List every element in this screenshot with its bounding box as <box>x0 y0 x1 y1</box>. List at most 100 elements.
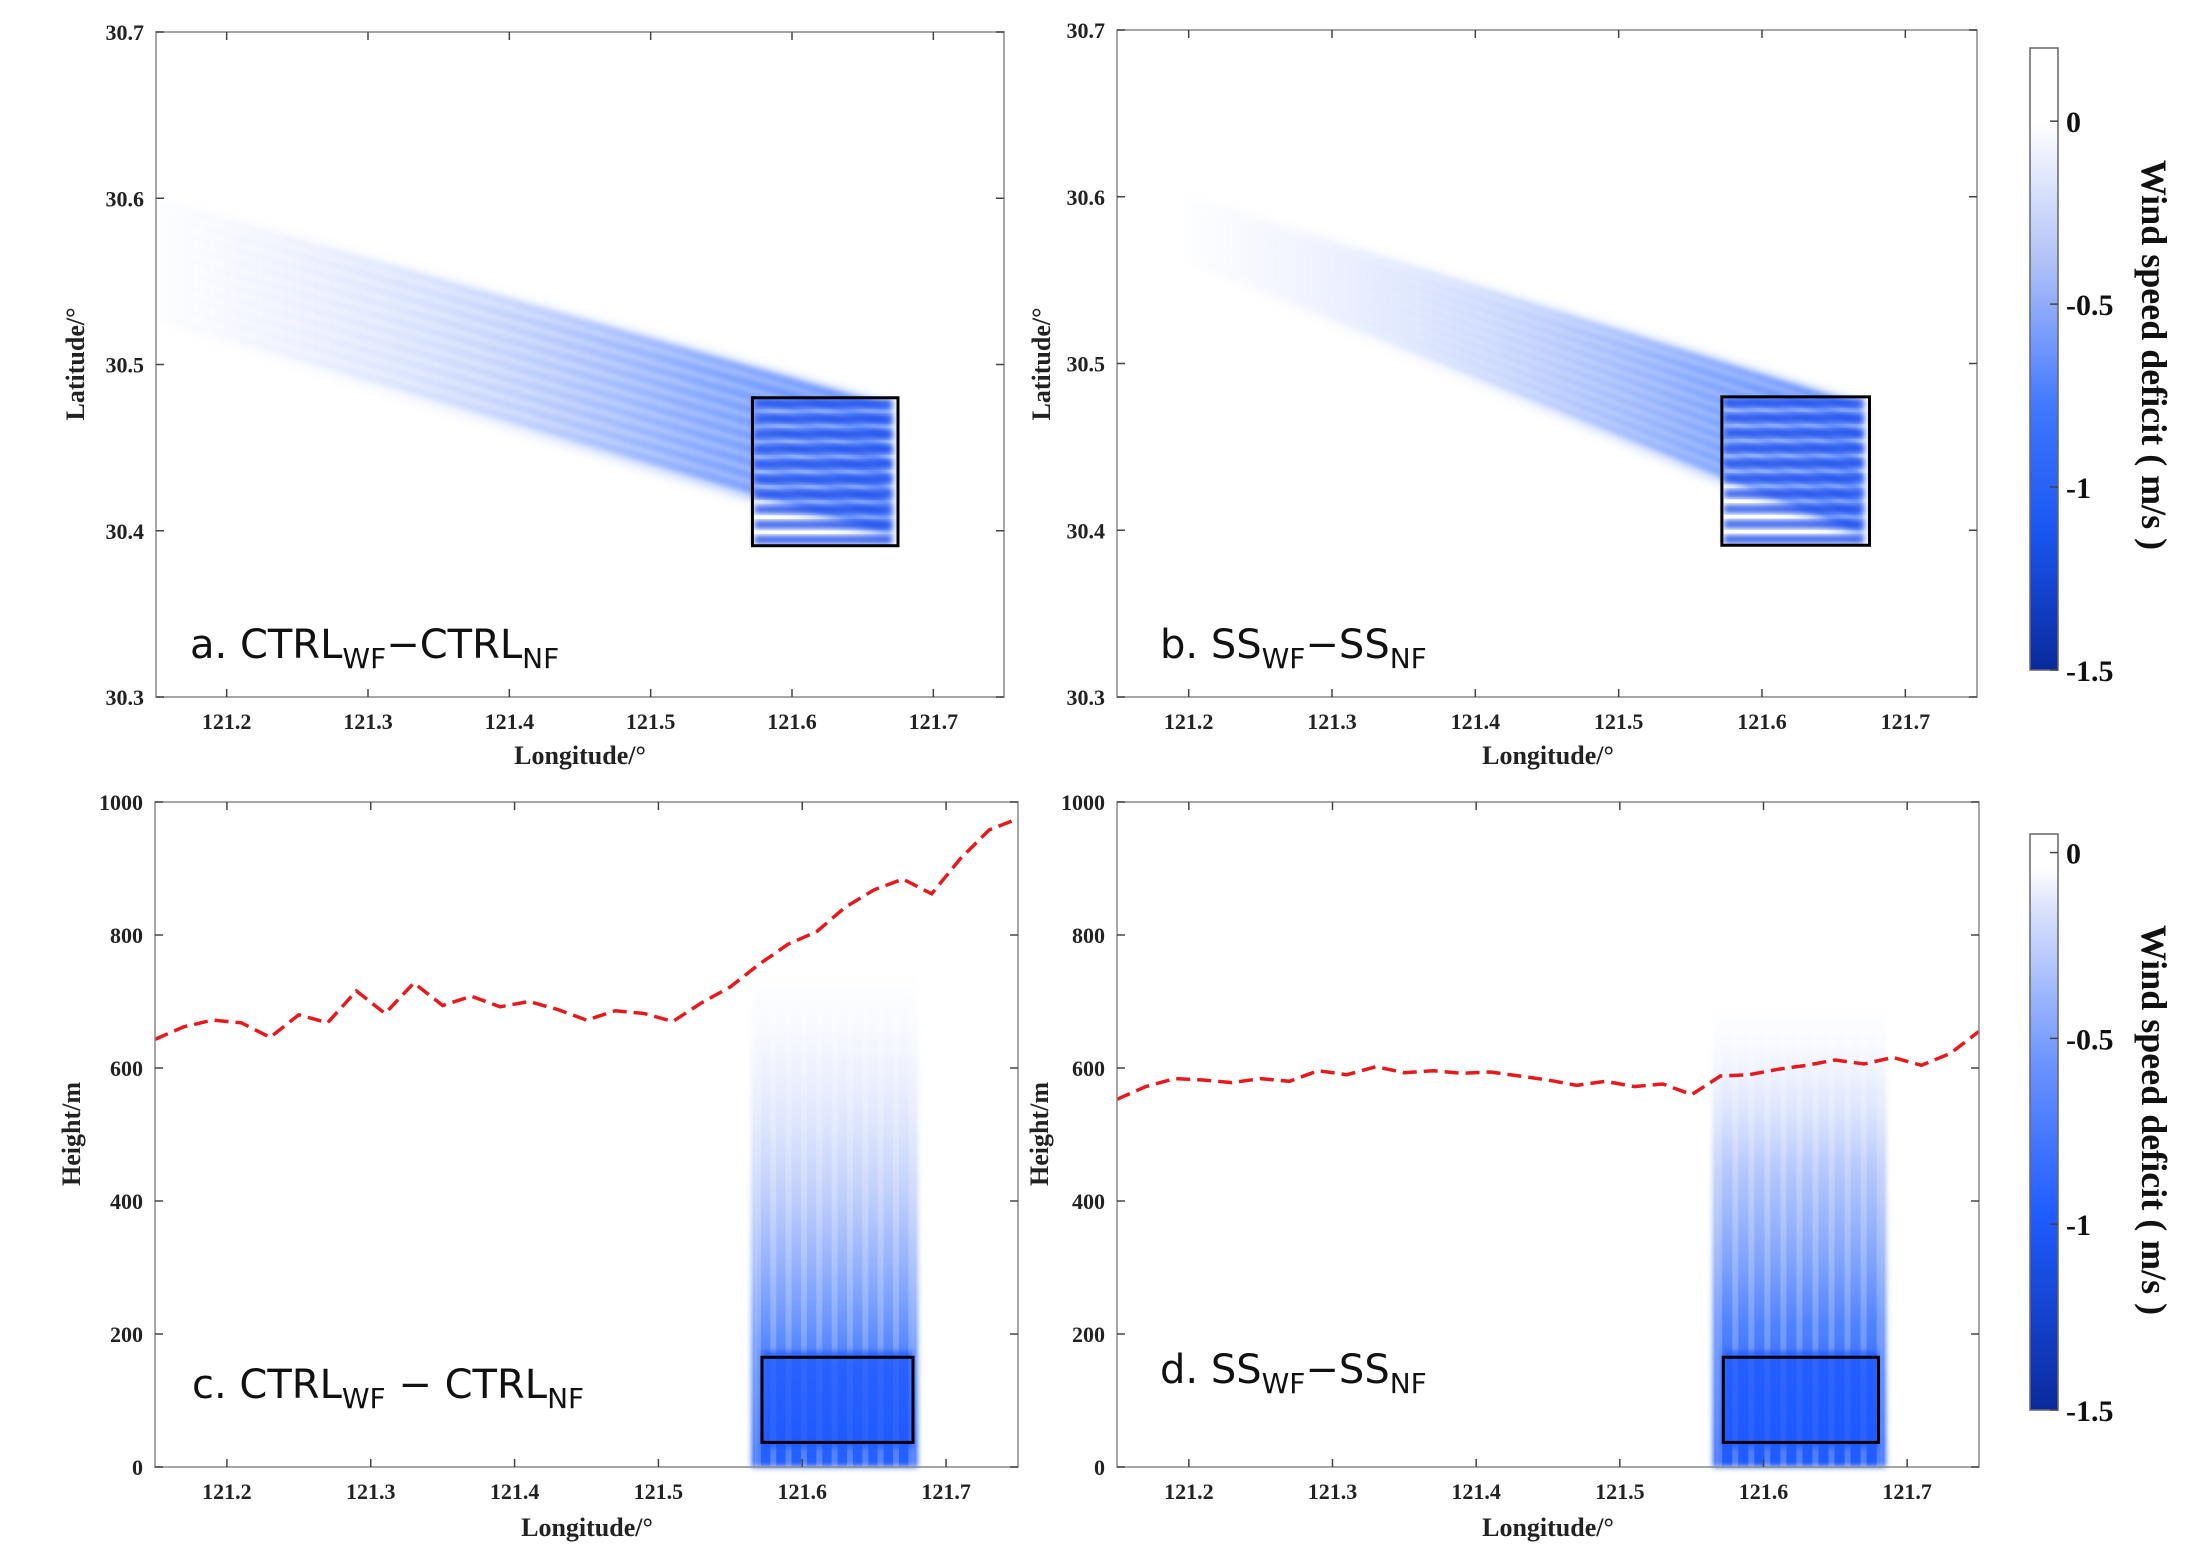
y-tick-label-b: 30.3 <box>1067 685 1106 710</box>
axis-ticks-b: 121.2 121.3 121.4 121.5 121.6 121.7 30.3 30.4 30… <box>1067 18 1977 734</box>
colorbar-tick-label-bottom: -1 <box>2066 1209 2091 1242</box>
colorbar-top-gradient <box>2029 47 2059 671</box>
wake-streak-a <box>156 260 891 481</box>
wake-stripe-c <box>800 981 807 1467</box>
wake-stripe-d <box>1828 1021 1835 1467</box>
wake-streak-b <box>1188 250 1863 520</box>
farm-row-b <box>1723 398 1864 407</box>
panel-label-a: a. CTRLWF−CTRLNF <box>190 622 559 675</box>
plot-frame-c <box>154 801 1019 1468</box>
wake-streak-b <box>1188 223 1863 467</box>
wake-streak-a <box>156 198 891 415</box>
wake-core-d <box>1723 1351 1879 1449</box>
farm-row-b <box>1723 489 1864 498</box>
farm-row-a <box>754 520 892 529</box>
x-tick-label-d: 121.2 <box>1164 1479 1214 1504</box>
farm-row-b <box>1723 414 1864 423</box>
wake-stripe-d <box>1796 1021 1803 1467</box>
wake-streak-a <box>156 310 891 534</box>
y-tick-label-a: 30.5 <box>106 353 145 378</box>
panel-d: 121.2 121.3 121.4 121.5 121.6 121.7 0 200 400 600… <box>1025 790 1981 1542</box>
wake-streak-b <box>1188 230 1863 480</box>
wake-streak-b <box>1188 203 1863 427</box>
farm-row-b <box>1723 459 1864 468</box>
ylabel-b: Latitude/° <box>1027 308 1056 421</box>
x-tick-label-c: 121.5 <box>634 1479 684 1504</box>
boundary-layer-line-c <box>154 816 1019 1042</box>
y-tick-label-b: 30.5 <box>1067 352 1106 377</box>
wake-stripe-c <box>785 981 792 1467</box>
y-tick-label-a: 30.6 <box>106 186 145 211</box>
colorbar-top-title: Wind speed deficit ( m/s ) <box>2134 160 2174 550</box>
xlabel-c: Longitude/° <box>521 1513 653 1542</box>
x-tick-label-d: 121.4 <box>1451 1479 1501 1504</box>
x-tick-label-d: 121.7 <box>1882 1479 1932 1504</box>
colorbar-tick-label-top: -0.5 <box>2066 289 2114 322</box>
x-tick-label-b: 121.4 <box>1451 709 1501 734</box>
wake-streak-a <box>156 285 891 508</box>
wake-streak-b <box>1188 196 1863 414</box>
farm-row-b <box>1723 474 1864 483</box>
y-tick-label-c: 600 <box>110 1056 143 1081</box>
wake-stripe-c <box>754 981 761 1467</box>
wake-streak-a <box>156 235 891 454</box>
ylabel-d: Height/m <box>1025 1082 1054 1186</box>
farm-row-a <box>754 460 892 469</box>
wake-plume-a <box>156 198 892 544</box>
x-tick-label-d: 121.3 <box>1308 1479 1358 1504</box>
wake-core-c <box>761 1351 914 1449</box>
colorbar-tick-label-bottom: 0 <box>2066 838 2081 871</box>
wake-stripe-d <box>1748 1021 1755 1467</box>
x-tick-label-a: 121.7 <box>909 709 959 734</box>
farm-row-a <box>754 414 892 423</box>
wind-farm-box-c <box>760 1355 915 1444</box>
plot-frame-d <box>1116 801 1980 1468</box>
ylabel-c: Height/m <box>57 1082 86 1186</box>
colorbar-bottom: 0 -0.5 -1 -1.5 Wind speed deficit ( m/s ) <box>2029 833 2174 1428</box>
wake-stripe-c <box>908 981 915 1467</box>
wake-stripe-c <box>862 981 869 1467</box>
farm-row-b <box>1723 535 1864 544</box>
y-tick-label-c: 200 <box>110 1322 143 1347</box>
wake-column-d <box>1713 1001 1886 1467</box>
wake-stripe-d <box>1764 1021 1771 1467</box>
wake-stripe-c <box>892 981 899 1467</box>
colorbar-tick-label-top: -1 <box>2066 472 2091 505</box>
y-tick-label-a: 30.7 <box>106 20 145 45</box>
wind-farm-box-a <box>750 396 900 548</box>
wake-stripe-d <box>1716 1021 1723 1467</box>
x-tick-label-a: 121.4 <box>485 709 535 734</box>
y-tick-label-d: 600 <box>1072 1056 1105 1081</box>
panel-a: 121.2 121.3 121.4 121.5 121.6 121.7 30.3 30.4 30… <box>61 20 1005 770</box>
wake-streak-b <box>1188 216 1863 454</box>
x-tick-label-c: 121.3 <box>346 1479 396 1504</box>
wake-streak-b <box>1188 243 1863 507</box>
colorbar-bottom-ticks: 0 -0.5 -1 -1.5 <box>2050 838 2114 1428</box>
wake-stripe-c <box>846 981 853 1467</box>
farm-row-a <box>754 429 892 438</box>
axis-ticks-a: 121.2 121.3 121.4 121.5 121.6 121.7 30.3 30.4 30… <box>106 20 1004 734</box>
axis-ticks-c: 121.2 121.3 121.4 121.5 121.6 121.7 0 200 400 600… <box>99 790 1018 1504</box>
y-tick-label-b: 30.7 <box>1067 18 1106 43</box>
x-tick-label-c: 121.2 <box>202 1479 252 1504</box>
y-tick-label-b: 30.6 <box>1067 185 1106 210</box>
wake-stripe-c <box>816 981 823 1467</box>
x-tick-label-b: 121.2 <box>1164 709 1214 734</box>
wake-stripe-d <box>1876 1021 1883 1467</box>
wake-streak-a <box>156 273 891 494</box>
colorbar-tick-label-bottom: -1.5 <box>2066 1395 2114 1428</box>
y-tick-label-d: 800 <box>1072 923 1105 948</box>
y-tick-label-d: 0 <box>1094 1455 1105 1480</box>
x-tick-label-a: 121.5 <box>626 709 676 734</box>
panel-label-d: d. SSWF−SSNF <box>1160 1347 1427 1400</box>
y-tick-label-c: 1000 <box>99 790 143 815</box>
farm-row-b <box>1723 429 1864 438</box>
wake-stripe-d <box>1860 1021 1867 1467</box>
y-tick-label-a: 30.4 <box>106 519 145 544</box>
panel-label-b: b. SSWF−SSNF <box>1160 622 1427 675</box>
x-tick-label-c: 121.4 <box>490 1479 540 1504</box>
y-tick-label-c: 0 <box>132 1455 143 1480</box>
y-tick-label-d: 400 <box>1072 1189 1105 1214</box>
farm-row-a <box>754 399 892 408</box>
x-tick-label-b: 121.3 <box>1307 709 1357 734</box>
